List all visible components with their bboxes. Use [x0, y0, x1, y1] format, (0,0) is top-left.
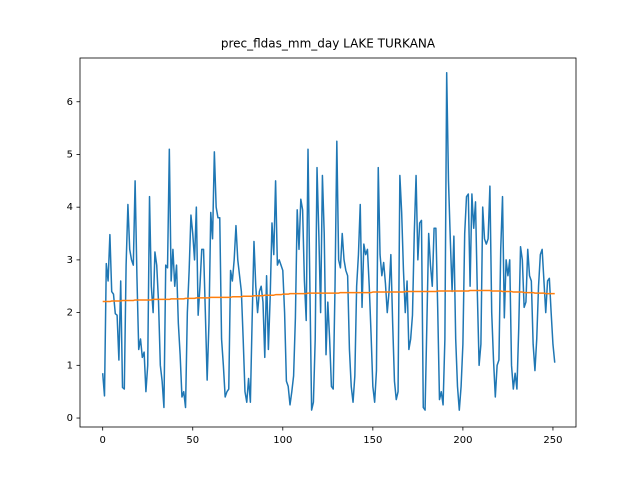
data-line: [102, 289, 555, 303]
y-tick-label: 6: [67, 97, 73, 108]
y-tick-label: 3: [67, 255, 73, 266]
y-tick-label: 2: [67, 308, 73, 319]
x-tick-label: 200: [453, 435, 472, 446]
x-tick-label: 100: [273, 435, 292, 446]
plot-frame: [79, 57, 577, 428]
x-tick-label: 0: [100, 435, 106, 446]
x-tick-label: 250: [543, 435, 562, 446]
y-tick-label: 4: [67, 202, 73, 213]
chart-title: prec_fldas_mm_day LAKE TURKANA: [221, 37, 436, 51]
data-line: [101, 72, 556, 411]
y-tick-label: 1: [67, 360, 73, 371]
x-tick-label: 150: [363, 435, 382, 446]
y-tick-label: 5: [67, 149, 73, 160]
y-tick-label: 0: [67, 413, 73, 424]
x-tick-label: 50: [186, 435, 199, 446]
